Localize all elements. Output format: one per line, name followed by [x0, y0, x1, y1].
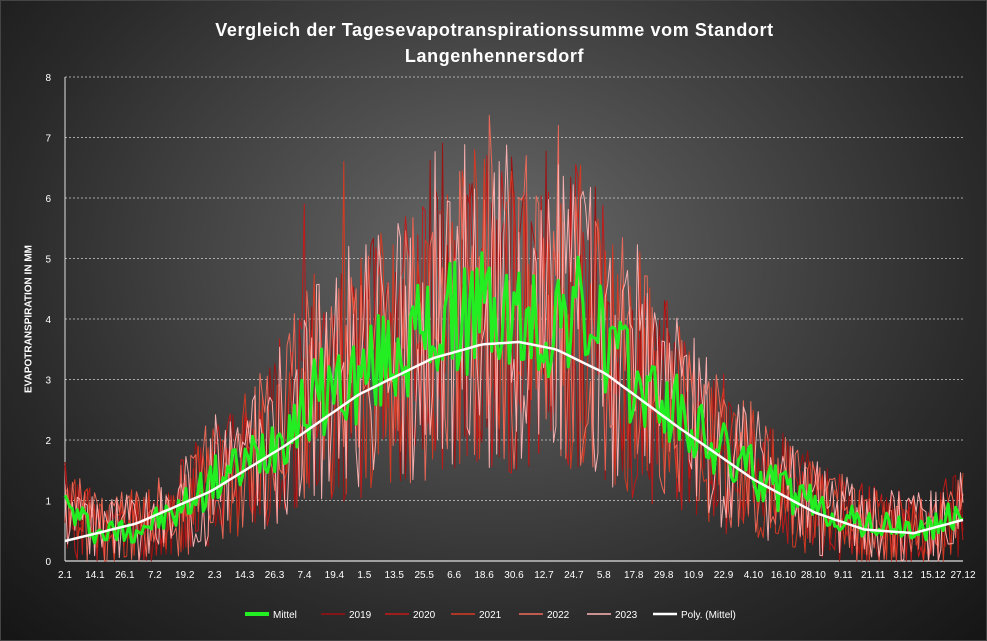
x-tick-label: 9.11: [834, 570, 853, 581]
x-tick-label: 28.10: [801, 570, 826, 581]
legend-label-Poly. (Mittel): Poly. (Mittel): [681, 610, 736, 621]
y-tick-label: 7: [45, 134, 51, 145]
legend-label-2019: 2019: [349, 610, 372, 621]
x-tick-label: 14.3: [235, 570, 255, 581]
y-tick-label: 1: [45, 497, 51, 508]
x-tick-label: 17.8: [624, 570, 644, 581]
x-tick-label: 10.9: [684, 570, 704, 581]
x-tick-label: 2.1: [58, 570, 72, 581]
series-2023-line: [64, 144, 964, 562]
x-tick-label: 5.8: [597, 570, 611, 581]
x-tick-label: 7.4: [298, 570, 312, 581]
x-tick-label: 12.7: [534, 570, 554, 581]
y-tick-label: 3: [45, 376, 51, 387]
x-tick-label: 2.3: [208, 570, 222, 581]
series-poly-trend-line: [64, 340, 964, 543]
x-tick-label: 29.8: [654, 570, 674, 581]
x-tick-label: 4.10: [744, 570, 764, 581]
x-tick-label: 7.2: [148, 570, 162, 581]
series-layer: [63, 114, 964, 562]
legend: Mittel 2019 2020 2021 2022 2023 Poly. (Mittel): [245, 610, 736, 621]
x-tick-label: 19.2: [175, 570, 195, 581]
x-tick-label: 3.12: [893, 570, 913, 581]
chart-title: Vergleich der Tagesevapotranspirationssu…: [1, 17, 986, 69]
series-mittel-line: [63, 251, 964, 545]
x-tick-label: 21.11: [861, 570, 886, 581]
legend-label-2020: 2020: [413, 610, 436, 621]
legend-label-2021: 2021: [479, 610, 502, 621]
x-tick-label: 25.5: [414, 570, 434, 581]
x-tick-label: 15.12: [921, 570, 946, 581]
legend-label-2022: 2022: [547, 610, 570, 621]
x-tick-label: 16.10: [771, 570, 796, 581]
x-tick-label: 1.5: [357, 570, 371, 581]
y-tick-label: 5: [45, 255, 51, 266]
chart-title-line-1: Vergleich der Tagesevapotranspirationssu…: [215, 20, 774, 40]
y-tick-labels: 0 1 2 3 4 5 6 7 8: [45, 73, 51, 568]
x-tick-label: 26.1: [115, 570, 135, 581]
x-tick-label: 26.3: [265, 570, 285, 581]
legend-label-2023: 2023: [615, 610, 638, 621]
y-tick-label: 6: [45, 194, 51, 205]
x-tick-label: 30.6: [504, 570, 524, 581]
x-tick-label: 19.4: [325, 570, 345, 581]
legend-label-Mittel: Mittel: [273, 610, 297, 621]
x-tick-label: 14.1: [85, 570, 105, 581]
y-tick-label: 8: [45, 73, 51, 84]
series-2022-line: [64, 114, 964, 562]
x-tick-label: 22.9: [714, 570, 734, 581]
x-tick-label: 13.5: [385, 570, 405, 581]
y-tick-label: 2: [45, 436, 51, 447]
chart-title-line-2: Langenhennersdorf: [404, 46, 585, 66]
y-tick-label: 0: [45, 557, 51, 568]
x-tick-label: 18.6: [474, 570, 494, 581]
y-tick-label: 4: [45, 315, 51, 326]
x-tick-labels: 2.1 14.1 26.1 7.2 19.2 2.3 14.3 26.3 7.4 19.4 1.5 1…: [58, 570, 976, 581]
x-tick-label: 24.7: [564, 570, 584, 581]
x-tick-label: 27.12: [950, 570, 975, 581]
x-tick-label: 6.6: [447, 570, 461, 581]
